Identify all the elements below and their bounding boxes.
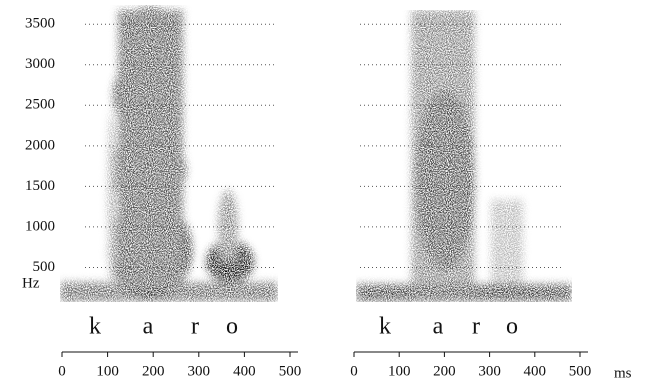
x-tick-label: 400 bbox=[233, 363, 256, 379]
segment-label: a bbox=[143, 314, 154, 340]
x-tick-label: 500 bbox=[279, 363, 302, 379]
x-tick-label: 100 bbox=[96, 363, 119, 379]
y-tick-label: 2500 bbox=[25, 97, 55, 113]
segment-label: o bbox=[506, 314, 518, 340]
x-tick-label: 0 bbox=[58, 363, 66, 379]
y-tick-label: 1000 bbox=[25, 218, 55, 234]
y-tick-label: 3000 bbox=[25, 56, 55, 72]
y-tick-label: 3500 bbox=[25, 16, 55, 32]
x-tick-label: 200 bbox=[142, 363, 165, 379]
x-tick-label: 100 bbox=[388, 363, 411, 379]
y-tick-label: 1500 bbox=[25, 178, 55, 194]
segment-label: o bbox=[226, 314, 238, 340]
x-tick-label: 200 bbox=[433, 363, 456, 379]
x-tick-label: 500 bbox=[569, 363, 592, 379]
y-tick-label: 2000 bbox=[25, 137, 55, 153]
y-tick-label: 500 bbox=[33, 259, 56, 275]
segment-label: a bbox=[433, 314, 444, 340]
segment-label: k bbox=[379, 314, 391, 340]
spectrogram-right bbox=[356, 10, 572, 302]
x-axis-label: ms bbox=[614, 365, 632, 381]
segment-label: r bbox=[472, 314, 480, 340]
x-tick-label: 300 bbox=[188, 363, 211, 379]
y-axis-label: Hz bbox=[22, 275, 40, 291]
x-tick-label: 400 bbox=[524, 363, 547, 379]
segment-label: k bbox=[89, 314, 101, 340]
x-tick-label: 0 bbox=[350, 363, 358, 379]
spectrogram-left bbox=[60, 5, 278, 302]
segment-label: r bbox=[191, 314, 199, 340]
x-tick-label: 300 bbox=[478, 363, 501, 379]
